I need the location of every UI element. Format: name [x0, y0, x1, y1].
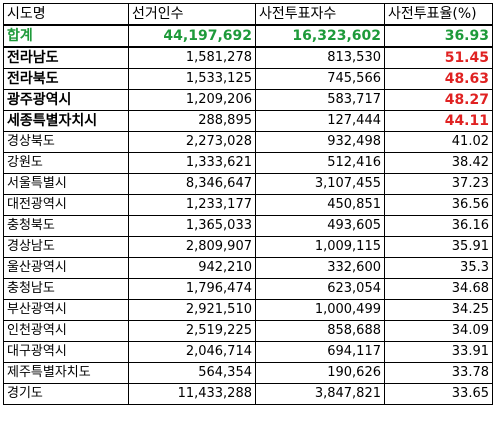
early-voters-cell: 813,530 — [255, 46, 385, 69]
table-row: 경상남도 2,809,907 1,009,115 35.91 — [3, 236, 493, 258]
table-row: 경상북도 2,273,028 932,498 41.02 — [3, 131, 493, 153]
header-voters: 선거인수 — [128, 3, 256, 26]
voters-cell: 11,433,288 — [128, 383, 256, 405]
early-voters-cell: 190,626 — [255, 362, 385, 384]
early-voters-cell: 858,688 — [255, 320, 385, 342]
early-voters-cell: 623,054 — [255, 278, 385, 300]
early-voters-cell: 450,851 — [255, 194, 385, 216]
voters-cell: 8,346,647 — [128, 173, 256, 195]
voters-cell: 2,273,028 — [128, 131, 256, 153]
early-voters-cell: 745,566 — [255, 68, 385, 90]
region-cell: 광주광역시 — [3, 89, 129, 111]
early-rate-cell: 33.65 — [384, 383, 493, 405]
voters-cell: 1,365,033 — [128, 215, 256, 237]
voters-cell: 1,581,278 — [128, 46, 256, 69]
table-row: 경기도 11,433,288 3,847,821 33.65 — [3, 383, 493, 405]
early-voters-cell: 694,117 — [255, 341, 385, 363]
early-rate-cell: 35.3 — [384, 257, 493, 279]
early-rate-cell: 34.25 — [384, 299, 493, 321]
early-voters-cell: 3,847,821 — [255, 383, 385, 405]
early-rate-cell: 33.78 — [384, 362, 493, 384]
table-row: 대구광역시 2,046,714 694,117 33.91 — [3, 341, 493, 363]
region-cell: 대구광역시 — [3, 341, 129, 363]
total-early-voters: 16,323,602 — [255, 24, 385, 48]
table-row: 전라북도 1,533,125 745,566 48.63 — [3, 68, 493, 90]
region-cell: 부산광역시 — [3, 299, 129, 321]
region-cell: 경상북도 — [3, 131, 129, 153]
header-row: 시도명 선거인수 사전투표자수 사전투표율(%) — [3, 3, 493, 26]
table-row: 제주특별자치도 564,354 190,626 33.78 — [3, 362, 493, 384]
table-row: 충청북도 1,365,033 493,605 36.16 — [3, 215, 493, 237]
early-voters-cell: 127,444 — [255, 110, 385, 132]
region-cell: 경상남도 — [3, 236, 129, 258]
header-early-voters: 사전투표자수 — [255, 3, 385, 26]
early-rate-cell: 35.91 — [384, 236, 493, 258]
table-row: 광주광역시 1,209,206 583,717 48.27 — [3, 89, 493, 111]
table-row: 전라남도 1,581,278 813,530 51.45 — [3, 46, 493, 69]
early-voters-cell: 493,605 — [255, 215, 385, 237]
early-voters-cell: 932,498 — [255, 131, 385, 153]
total-early-rate: 36.93 — [384, 24, 493, 48]
region-cell: 충청북도 — [3, 215, 129, 237]
early-voters-cell: 583,717 — [255, 89, 385, 111]
region-cell: 세종특별자치시 — [3, 110, 129, 132]
voters-cell: 564,354 — [128, 362, 256, 384]
early-rate-cell: 33.91 — [384, 341, 493, 363]
table-row: 세종특별자치시 288,895 127,444 44.11 — [3, 110, 493, 132]
early-rate-cell: 36.56 — [384, 194, 493, 216]
table-row: 인천광역시 2,519,225 858,688 34.09 — [3, 320, 493, 342]
region-cell: 강원도 — [3, 152, 129, 174]
early-rate-cell: 41.02 — [384, 131, 493, 153]
early-voters-cell: 332,600 — [255, 257, 385, 279]
region-cell: 충청남도 — [3, 278, 129, 300]
early-voters-cell: 1,009,115 — [255, 236, 385, 258]
voters-cell: 2,921,510 — [128, 299, 256, 321]
region-cell: 대전광역시 — [3, 194, 129, 216]
early-voting-table: 시도명 선거인수 사전투표자수 사전투표율(%) 합계 44,197,692 1… — [3, 3, 493, 405]
early-rate-cell: 34.09 — [384, 320, 493, 342]
voters-cell: 1,533,125 — [128, 68, 256, 90]
early-rate-cell: 38.42 — [384, 152, 493, 174]
early-rate-cell: 48.27 — [384, 89, 493, 111]
header-region: 시도명 — [3, 3, 129, 26]
voters-cell: 1,233,177 — [128, 194, 256, 216]
region-cell: 제주특별자치도 — [3, 362, 129, 384]
region-cell: 전라북도 — [3, 68, 129, 90]
early-voters-cell: 1,000,499 — [255, 299, 385, 321]
table-row: 울산광역시 942,210 332,600 35.3 — [3, 257, 493, 279]
table-row: 강원도 1,333,621 512,416 38.42 — [3, 152, 493, 174]
early-rate-cell: 48.63 — [384, 68, 493, 90]
early-rate-cell: 34.68 — [384, 278, 493, 300]
region-cell: 인천광역시 — [3, 320, 129, 342]
early-rate-cell: 37.23 — [384, 173, 493, 195]
total-label: 합계 — [3, 24, 129, 48]
table-row: 부산광역시 2,921,510 1,000,499 34.25 — [3, 299, 493, 321]
total-row: 합계 44,197,692 16,323,602 36.93 — [3, 24, 493, 48]
voters-cell: 1,333,621 — [128, 152, 256, 174]
region-cell: 서울특별시 — [3, 173, 129, 195]
early-rate-cell: 51.45 — [384, 46, 493, 69]
region-cell: 울산광역시 — [3, 257, 129, 279]
voters-cell: 2,046,714 — [128, 341, 256, 363]
early-voters-cell: 512,416 — [255, 152, 385, 174]
total-voters: 44,197,692 — [128, 24, 256, 48]
voters-cell: 1,796,474 — [128, 278, 256, 300]
early-voters-cell: 3,107,455 — [255, 173, 385, 195]
voters-cell: 2,519,225 — [128, 320, 256, 342]
table-row: 충청남도 1,796,474 623,054 34.68 — [3, 278, 493, 300]
region-cell: 경기도 — [3, 383, 129, 405]
table-row: 서울특별시 8,346,647 3,107,455 37.23 — [3, 173, 493, 195]
table-row: 대전광역시 1,233,177 450,851 36.56 — [3, 194, 493, 216]
early-rate-cell: 44.11 — [384, 110, 493, 132]
voters-cell: 2,809,907 — [128, 236, 256, 258]
voters-cell: 1,209,206 — [128, 89, 256, 111]
voters-cell: 288,895 — [128, 110, 256, 132]
voters-cell: 942,210 — [128, 257, 256, 279]
region-cell: 전라남도 — [3, 46, 129, 69]
early-rate-cell: 36.16 — [384, 215, 493, 237]
header-early-rate: 사전투표율(%) — [384, 3, 493, 26]
